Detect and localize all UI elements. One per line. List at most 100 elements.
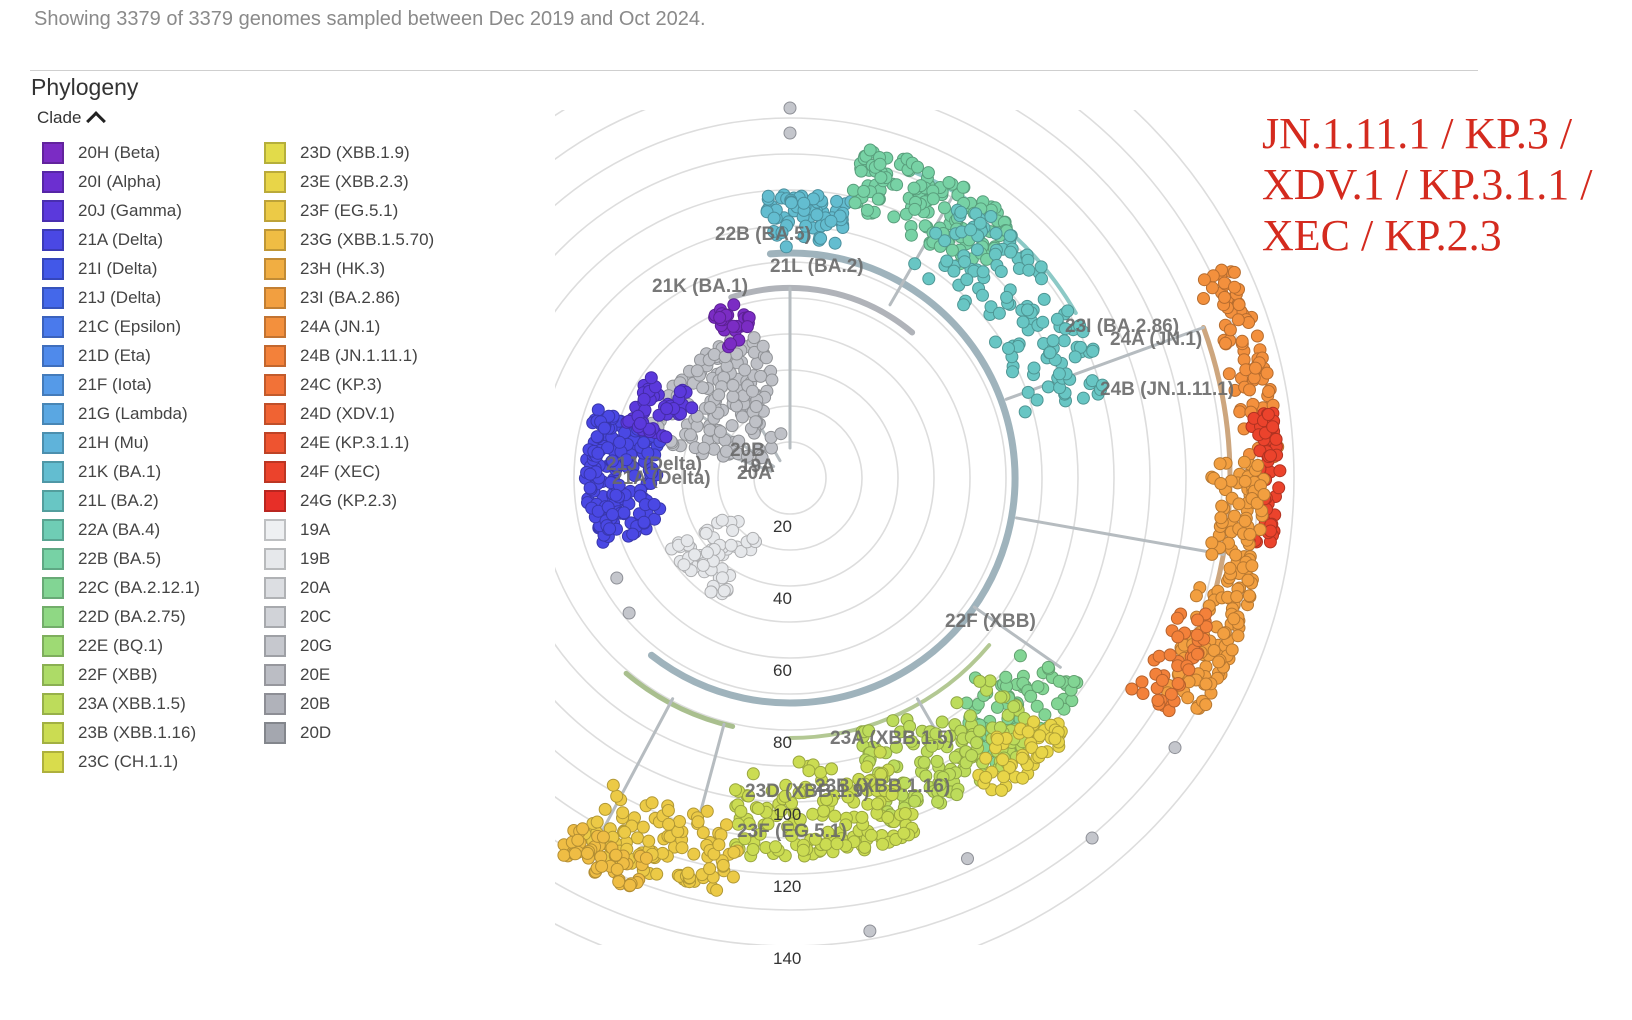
legend-item[interactable]: 24A (JN.1) [264, 312, 434, 341]
legend-item[interactable]: 23D (XBB.1.9) [264, 138, 434, 167]
tree-tip [715, 513, 729, 527]
legend-item[interactable]: 20A [264, 573, 434, 602]
tree-tip [1191, 613, 1204, 627]
clade-label: 21K (BA.1) [652, 276, 748, 297]
tree-tip [1000, 290, 1014, 304]
annotation-line: XEC / KP.2.3 [1262, 211, 1502, 260]
legend-item[interactable]: 21K (BA.1) [42, 457, 200, 486]
tree-tip [1022, 263, 1036, 277]
legend-item[interactable]: 23G (XBB.1.5.70) [264, 225, 434, 254]
legend-swatch [42, 605, 64, 628]
legend-item[interactable]: 24D (XDV.1) [264, 399, 434, 428]
tree-tip [1199, 620, 1213, 634]
legend-item[interactable]: 20B [264, 689, 434, 718]
legend-swatch [42, 663, 64, 686]
tree-tip [715, 571, 729, 585]
legend-item[interactable]: 24E (KP.3.1.1) [264, 428, 434, 457]
tree-tip [774, 427, 788, 441]
tree-tip [979, 770, 993, 784]
tree-tip [749, 400, 763, 413]
legend-item[interactable]: 24B (JN.1.11.1) [264, 341, 434, 370]
tree-tip [1243, 383, 1256, 397]
legend-item[interactable]: 20I (Alpha) [42, 167, 200, 196]
tree-tip [1002, 341, 1015, 355]
tree-tip [885, 788, 899, 802]
legend-swatch [264, 373, 286, 396]
tree-tip [938, 201, 951, 215]
tree-tip [590, 815, 604, 829]
legend-item[interactable]: 23I (BA.2.86) [264, 283, 434, 312]
legend-item[interactable]: 21A (Delta) [42, 225, 200, 254]
legend-label: 21I (Delta) [78, 258, 158, 278]
legend-item[interactable]: 22C (BA.2.12.1) [42, 573, 200, 602]
legend-item[interactable]: 23F (EG.5.1) [264, 196, 434, 225]
legend-item[interactable]: 22D (BA.2.75) [42, 602, 200, 631]
legend-item[interactable]: 21H (Mu) [42, 428, 200, 457]
tree-tip [908, 257, 922, 271]
tree-tip [848, 196, 862, 210]
genome-summary: Showing 3379 of 3379 genomes sampled bet… [34, 8, 706, 30]
clade-legend-toggle[interactable]: Clade [37, 108, 107, 131]
tree-tip [606, 454, 619, 468]
legend-item[interactable]: 20C [264, 602, 434, 631]
tree-tip [1223, 561, 1237, 575]
tree-tip [700, 546, 714, 560]
legend-item[interactable]: 19A [264, 515, 434, 544]
date-ring [555, 189, 1079, 767]
legend-item[interactable]: 22F (XBB) [42, 660, 200, 689]
legend-item[interactable]: 20E [264, 660, 434, 689]
tree-tip [639, 851, 653, 865]
tree-tip [864, 828, 878, 842]
legend-item[interactable]: 21F (Iota) [42, 370, 200, 399]
tree-tip [931, 795, 945, 809]
legend-label: 24F (XEC) [300, 461, 381, 481]
legend-item[interactable]: 24C (KP.3) [264, 370, 434, 399]
tree-tip [591, 446, 605, 460]
tree-tip [1036, 315, 1050, 329]
legend-swatch [264, 634, 286, 657]
tree-tip [603, 522, 617, 536]
tree-tip [606, 778, 620, 792]
ring-tick-label: 20 [773, 517, 792, 536]
legend-item[interactable]: 20G [264, 631, 434, 660]
tree-tip [1030, 699, 1044, 713]
tree-tip [1242, 589, 1256, 603]
tree-tip [1213, 457, 1227, 471]
legend-label: 19A [300, 519, 331, 539]
tree-tip [785, 829, 798, 843]
tree-tip [724, 337, 737, 351]
legend-item[interactable]: 20H (Beta) [42, 138, 200, 167]
legend-item[interactable]: 23H (HK.3) [264, 254, 434, 283]
tree-tip [797, 196, 811, 210]
legend-item[interactable]: 21J (Delta) [42, 283, 200, 312]
tree-tip [1163, 648, 1177, 662]
clade-label: 24B (JN.1.11.1) [1100, 379, 1234, 400]
tree-tip [1164, 687, 1178, 701]
tree-tip [726, 378, 740, 392]
legend-item[interactable]: 21I (Delta) [42, 254, 200, 283]
legend-item[interactable]: 23C (CH.1.1) [42, 747, 200, 776]
clade-label: 23A (XBB.1.5) [830, 728, 954, 749]
tree-tip [970, 243, 984, 257]
tree-tip [1015, 751, 1029, 765]
legend-item[interactable]: 19B [264, 544, 434, 573]
legend-item[interactable]: 23A (XBB.1.5) [42, 689, 200, 718]
legend-swatch [42, 431, 64, 454]
legend-item[interactable]: 23B (XBB.1.16) [42, 718, 200, 747]
legend-item[interactable]: 21C (Epsilon) [42, 312, 200, 341]
legend-item[interactable]: 20J (Gamma) [42, 196, 200, 225]
tree-tip [1155, 673, 1169, 687]
tree-tip [703, 862, 717, 876]
legend-item[interactable]: 21G (Lambda) [42, 399, 200, 428]
legend-item[interactable]: 22E (BQ.1) [42, 631, 200, 660]
legend-item[interactable]: 21L (BA.2) [42, 486, 200, 515]
legend-item[interactable]: 24G (KP.2.3) [264, 486, 434, 515]
legend-item[interactable]: 22A (BA.4) [42, 515, 200, 544]
legend-item[interactable]: 24F (XEC) [264, 457, 434, 486]
legend-item[interactable]: 21D (Eta) [42, 341, 200, 370]
ring-tick-label: 60 [773, 661, 792, 680]
legend-item[interactable]: 22B (BA.5) [42, 544, 200, 573]
legend-item[interactable]: 23E (XBB.2.3) [264, 167, 434, 196]
legend-item[interactable]: 20D [264, 718, 434, 747]
